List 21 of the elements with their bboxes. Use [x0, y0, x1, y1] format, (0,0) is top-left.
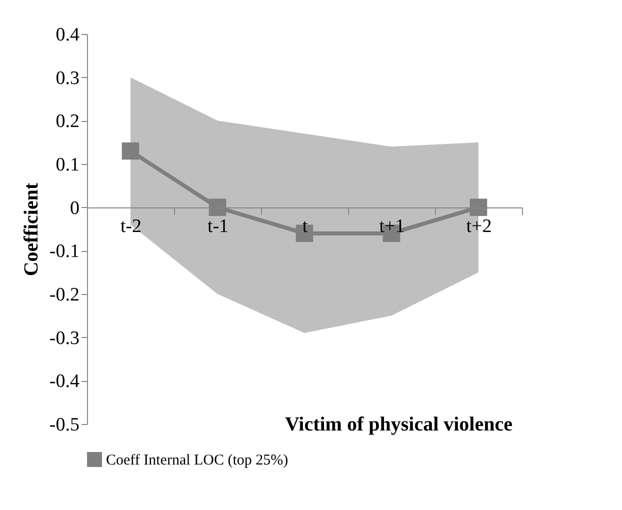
y-axis-title: Coefficient	[20, 182, 42, 276]
x-tick-label: t-2	[120, 216, 142, 237]
y-tick-label: 0.2	[56, 111, 80, 132]
y-tick-label: 0.1	[56, 154, 80, 176]
y-tick-label: -0.3	[49, 328, 80, 349]
x-tick-label: t+2	[466, 216, 492, 237]
y-tick-label: -0.1	[49, 241, 80, 262]
y-tick-label: -0.4	[49, 371, 80, 392]
y-tick-label: -0.5	[49, 414, 80, 436]
x-tick-label: t-1	[207, 216, 229, 237]
y-tick-label: 0.3	[56, 68, 80, 89]
y-tick-label: 0.4	[56, 24, 80, 46]
y-tick-label: -0.2	[49, 284, 80, 306]
x-tick-label: t+1	[379, 216, 405, 237]
y-tick-label: 0	[70, 198, 80, 219]
point	[122, 142, 140, 160]
legend-label: Coeff Internal LOC (top 25%)	[106, 452, 288, 468]
x-tick-label: t	[302, 216, 308, 237]
x-axis-title: Victim of physical violence	[284, 414, 513, 436]
point	[470, 198, 488, 216]
point	[208, 198, 226, 216]
